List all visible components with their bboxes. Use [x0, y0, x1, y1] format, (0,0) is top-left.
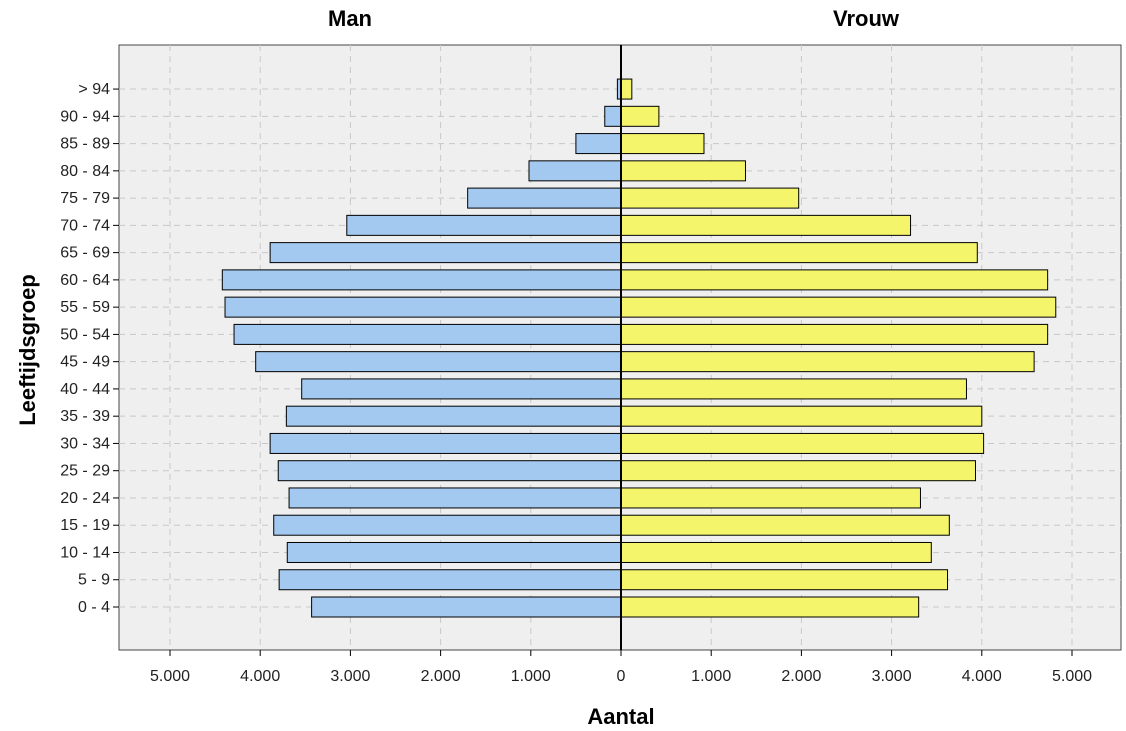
- y-tick-label: > 94: [78, 81, 110, 98]
- bar-man: [288, 487, 622, 509]
- bar-man: [273, 514, 622, 536]
- y-tick-label: 35 - 39: [60, 408, 110, 425]
- bar-vrouw: [620, 133, 705, 155]
- bar-vrouw: [620, 187, 800, 209]
- bar-vrouw: [620, 487, 921, 509]
- x-tick-label: 4.000: [240, 668, 280, 685]
- y-tick-label: 80 - 84: [60, 163, 110, 180]
- bar-vrouw: [620, 105, 660, 127]
- bar-man: [221, 269, 622, 291]
- y-tick-label: 75 - 79: [60, 190, 110, 207]
- x-tick-label: 5.000: [1052, 668, 1092, 685]
- bar-man: [224, 296, 622, 318]
- panel-title-man: Man: [328, 6, 372, 31]
- x-tick-label: 3.000: [872, 668, 912, 685]
- bar-man: [285, 405, 622, 427]
- y-tick-label: 55 - 59: [60, 299, 110, 316]
- bar-man: [269, 432, 622, 454]
- y-tick-label: 65 - 69: [60, 245, 110, 262]
- y-tick-label: 5 - 9: [78, 572, 110, 589]
- y-tick-label: 10 - 14: [60, 544, 110, 561]
- x-axis-title: Aantal: [587, 704, 655, 729]
- bar-vrouw: [620, 323, 1049, 345]
- x-tick-label: 4.000: [962, 668, 1002, 685]
- bar-vrouw: [620, 78, 633, 100]
- bar-man: [269, 242, 622, 264]
- y-tick-label: 45 - 49: [60, 354, 110, 371]
- x-tick-label: 3.000: [330, 668, 370, 685]
- y-tick-label: 70 - 74: [60, 217, 110, 234]
- x-tick-label: 0: [617, 668, 626, 685]
- y-tick-label: 60 - 64: [60, 272, 110, 289]
- bar-man: [528, 160, 622, 182]
- bar-man: [467, 187, 622, 209]
- bar-man: [277, 460, 622, 482]
- panel-title-vrouw: Vrouw: [832, 6, 900, 31]
- bar-vrouw: [620, 214, 912, 236]
- y-tick-label: 0 - 4: [78, 599, 110, 616]
- y-tick-label: 40 - 44: [60, 381, 110, 398]
- x-tick-label: 2.000: [781, 668, 821, 685]
- bar-vrouw: [620, 569, 949, 591]
- bar-man: [346, 214, 622, 236]
- bar-vrouw: [620, 160, 746, 182]
- bar-vrouw: [620, 514, 950, 536]
- bar-vrouw: [620, 596, 920, 618]
- y-tick-label: 50 - 54: [60, 326, 110, 343]
- bar-vrouw: [620, 432, 985, 454]
- bar-man: [255, 351, 622, 373]
- x-tick-label: 2.000: [421, 668, 461, 685]
- y-tick-label: 85 - 89: [60, 136, 110, 153]
- bar-man: [575, 133, 622, 155]
- bar-man: [301, 378, 622, 400]
- y-tick-label: 15 - 19: [60, 517, 110, 534]
- x-tick-label: 1.000: [511, 668, 551, 685]
- bar-vrouw: [620, 541, 932, 563]
- y-tick-label: 20 - 24: [60, 490, 110, 507]
- y-tick-label: 30 - 34: [60, 435, 110, 452]
- bar-man: [278, 569, 622, 591]
- x-tick-label: 5.000: [150, 668, 190, 685]
- x-tick-label: 1.000: [691, 668, 731, 685]
- bar-vrouw: [620, 269, 1049, 291]
- bar-vrouw: [620, 378, 967, 400]
- bar-vrouw: [620, 242, 978, 264]
- bar-vrouw: [620, 351, 1035, 373]
- bar-vrouw: [620, 460, 976, 482]
- y-tick-label: 90 - 94: [60, 108, 110, 125]
- bar-man: [233, 323, 622, 345]
- y-axis-title: Leeftijdsgroep: [15, 274, 40, 426]
- bar-man: [604, 105, 622, 127]
- bar-vrouw: [620, 405, 983, 427]
- bar-vrouw: [620, 296, 1057, 318]
- bar-man: [311, 596, 622, 618]
- bar-man: [286, 541, 622, 563]
- y-tick-label: 25 - 29: [60, 463, 110, 480]
